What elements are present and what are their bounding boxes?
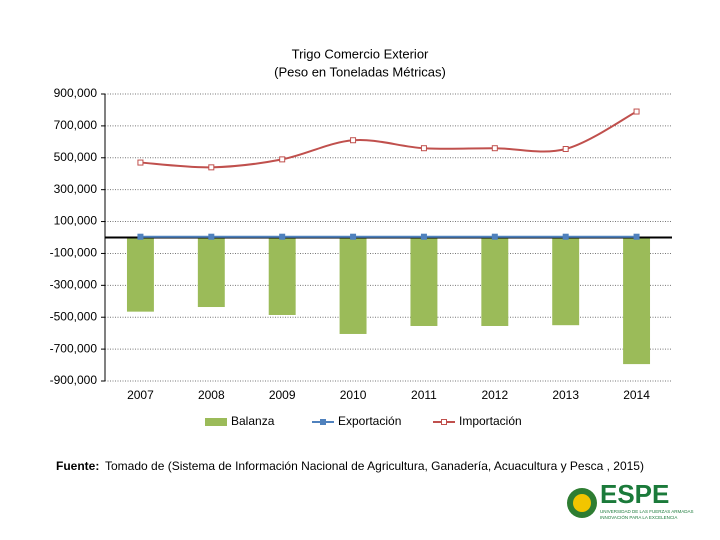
- logo-emblem-inner: [573, 494, 591, 512]
- marker: [491, 145, 498, 152]
- legend-marker: [320, 419, 326, 425]
- x-tick-label: 2014: [623, 388, 650, 402]
- bar: [197, 237, 225, 308]
- marker: [491, 233, 498, 240]
- bar: [410, 237, 438, 326]
- marker: [350, 233, 357, 240]
- x-tick-label: 2013: [552, 388, 579, 402]
- marker: [137, 233, 144, 240]
- legend-label: Balanza: [231, 414, 275, 428]
- legend-marker: [441, 419, 447, 425]
- logo-line2: INNOVACIÓN PARA LA EXCELENCIA: [600, 514, 677, 520]
- y-tick-label: -100,000: [50, 246, 98, 260]
- marker: [420, 145, 427, 152]
- bar: [126, 237, 154, 312]
- y-tick-label: 100,000: [54, 214, 98, 228]
- marker: [420, 233, 427, 240]
- y-tick-label: 700,000: [54, 118, 98, 132]
- x-tick-label: 2009: [269, 388, 296, 402]
- y-tick-label: 300,000: [54, 182, 98, 196]
- line: [140, 110, 638, 169]
- bar: [481, 237, 509, 326]
- x-tick-label: 2007: [127, 388, 154, 402]
- marker: [633, 108, 640, 115]
- marker: [279, 233, 286, 240]
- marker: [279, 156, 286, 163]
- logo: ESPE UNIVERSIDAD DE LAS FUERZAS ARMADAS …: [567, 479, 694, 520]
- marker: [562, 233, 569, 240]
- x-tick-label: 2011: [411, 388, 437, 402]
- marker: [137, 159, 144, 166]
- y-tick-label: -900,000: [50, 373, 98, 387]
- y-tick-label: 500,000: [54, 150, 98, 164]
- marker: [633, 233, 640, 240]
- source-label: Fuente:: [56, 459, 99, 473]
- y-tick-label: -700,000: [50, 341, 98, 355]
- logo-name: ESPE: [600, 479, 669, 509]
- source: Tomado de (Sistema de Información Nacion…: [105, 459, 644, 473]
- legend-label: Importación: [459, 414, 522, 428]
- legend-swatch: [205, 418, 227, 426]
- bar: [552, 237, 580, 326]
- marker: [562, 146, 569, 153]
- marker: [350, 137, 357, 144]
- y-tick-label: -300,000: [50, 278, 98, 292]
- chart-title: Trigo Comercio Exterior: [292, 46, 429, 61]
- x-tick-label: 2008: [198, 388, 225, 402]
- bar: [268, 237, 296, 315]
- x-tick-label: 2010: [340, 388, 367, 402]
- legend-label: Exportación: [338, 414, 401, 428]
- bar: [339, 237, 367, 334]
- y-tick-label: 900,000: [54, 86, 98, 100]
- bar: [623, 237, 651, 365]
- x-tick-label: 2012: [481, 388, 508, 402]
- logo-line1: UNIVERSIDAD DE LAS FUERZAS ARMADAS: [600, 509, 694, 514]
- marker: [208, 164, 215, 171]
- y-tick-label: -500,000: [50, 309, 98, 323]
- chart-subtitle: (Peso en Toneladas Métricas): [274, 64, 446, 79]
- marker: [208, 233, 215, 240]
